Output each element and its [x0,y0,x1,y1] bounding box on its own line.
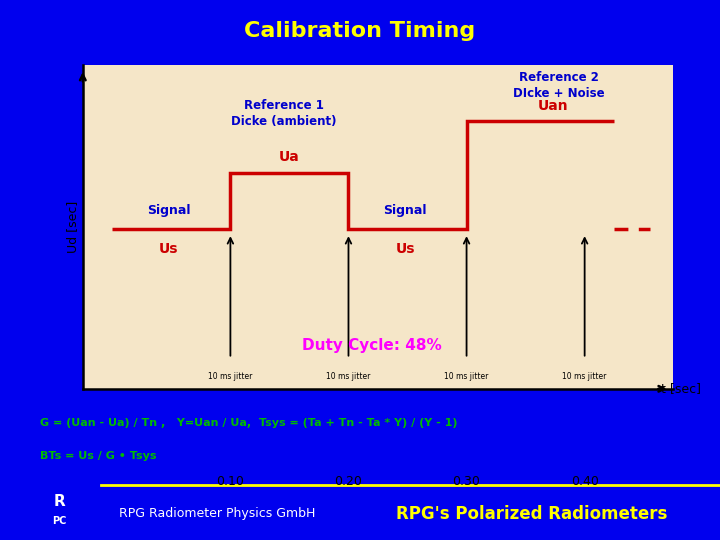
Text: t [sec]: t [sec] [662,382,701,395]
Text: G = (Uan - Ua) / Tn ,   Y=Uan / Ua,  Tsys = (Ta + Tn - Ta * Y) / (Y - 1): G = (Uan - Ua) / Tn , Y=Uan / Ua, Tsys =… [40,418,457,429]
Text: RPG Radiometer Physics GmbH: RPG Radiometer Physics GmbH [119,508,315,521]
Text: Signal: Signal [148,204,191,217]
Text: Ua: Ua [279,150,300,164]
Text: 10 ms jitter: 10 ms jitter [208,372,253,381]
Text: Reference 1
Dicke (ambient): Reference 1 Dicke (ambient) [231,99,336,129]
Text: BTs = Us / G • Tsys: BTs = Us / G • Tsys [40,451,156,461]
Text: 10 ms jitter: 10 ms jitter [562,372,607,381]
Text: Us: Us [159,242,179,256]
Text: PC: PC [53,516,66,526]
Text: R: R [53,495,66,509]
Text: Reference 2
DIcke + Noise: Reference 2 DIcke + Noise [513,71,605,100]
Text: Duty Cycle: 48%: Duty Cycle: 48% [302,338,442,353]
Y-axis label: Ud [sec]: Ud [sec] [66,201,78,253]
Text: Us: Us [395,242,415,256]
Text: RPG's Polarized Radiometers: RPG's Polarized Radiometers [396,505,667,523]
Text: 10 ms jitter: 10 ms jitter [326,372,371,381]
Text: Signal: Signal [384,204,427,217]
Text: 10 ms jitter: 10 ms jitter [444,372,489,381]
Text: Calibration Timing: Calibration Timing [244,21,476,41]
Text: Uan: Uan [537,99,568,113]
